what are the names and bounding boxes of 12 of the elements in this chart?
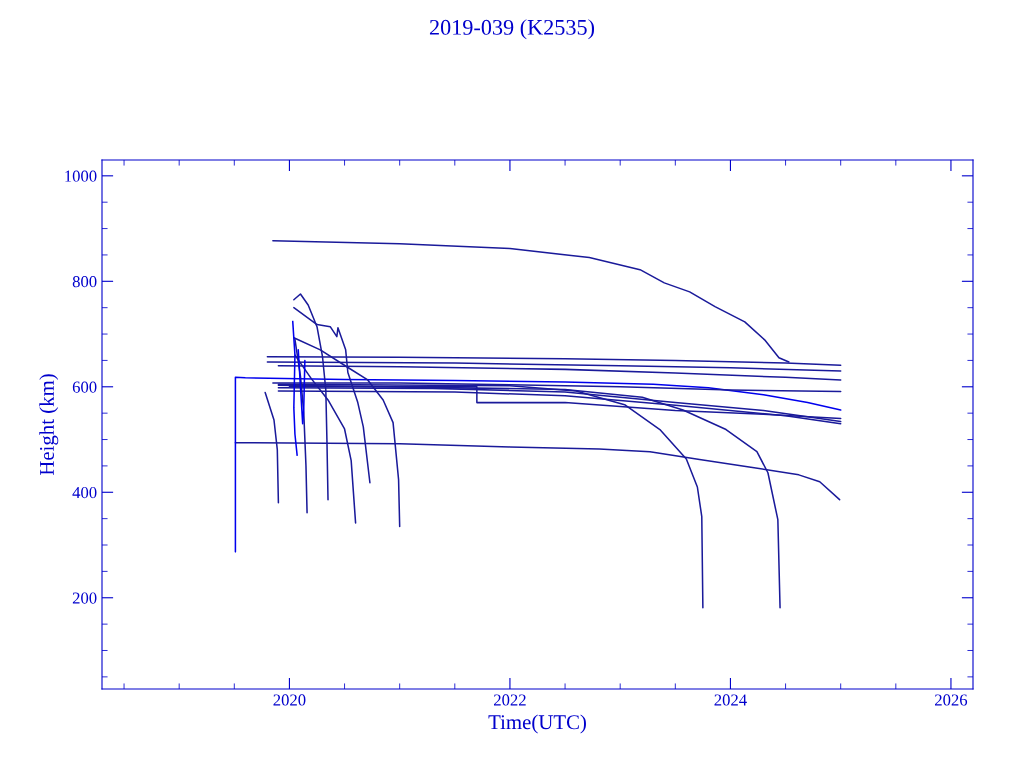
y-tick-label: 800 <box>72 276 97 288</box>
y-tick-label: 600 <box>72 381 97 393</box>
x-tick-label: 2024 <box>714 694 747 706</box>
x-tick-label: 2026 <box>935 694 968 706</box>
x-tick-label: 2020 <box>273 694 306 706</box>
x-axis-title: Time(UTC) <box>488 714 586 734</box>
chart-title: 2019-039 (K2535) <box>429 19 595 40</box>
y-tick-label: 1000 <box>65 170 97 182</box>
x-tick-label: 2022 <box>494 694 526 706</box>
y-tick-label: 200 <box>72 592 97 604</box>
y-tick-label: 400 <box>72 486 97 499</box>
y-axis-title: Height (km) <box>39 374 59 476</box>
